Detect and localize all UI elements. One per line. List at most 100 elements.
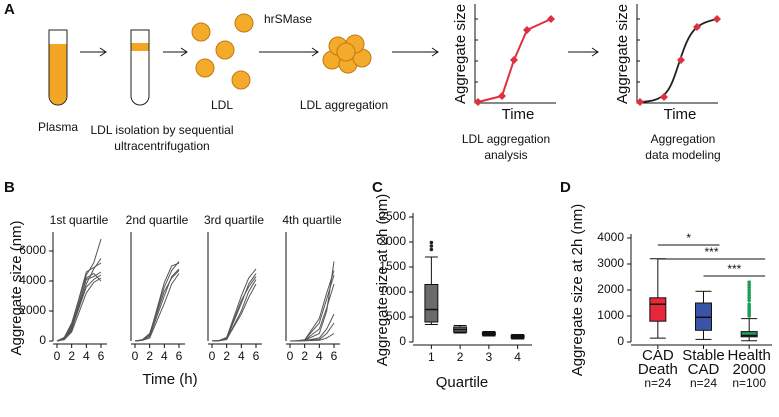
panel-label: C — [372, 179, 383, 196]
series-line — [56, 274, 102, 342]
significance-label: *** — [727, 262, 741, 276]
mini-ticks — [637, 18, 640, 83]
label: hrSMase — [264, 12, 312, 26]
series-line — [56, 262, 102, 342]
y-tick-label: 6000 — [19, 243, 46, 257]
mini-axes — [474, 4, 556, 104]
arrow — [80, 47, 107, 57]
x-tick-label: 0 — [287, 349, 294, 363]
outlier — [747, 296, 751, 300]
significance-label: * — [686, 231, 691, 245]
x-tick-label: 2 — [68, 349, 75, 363]
significance-label: *** — [704, 245, 718, 259]
x-tick-label: 6 — [331, 349, 338, 363]
box — [424, 284, 439, 323]
series-line — [211, 268, 257, 342]
y-tick-label: 2000 — [597, 282, 624, 296]
series-line — [211, 283, 257, 342]
mini-y-label: Aggregate size — [614, 4, 631, 104]
y-tick-label: 0 — [617, 334, 624, 348]
outlier — [747, 283, 751, 287]
outlier — [747, 288, 751, 292]
y-tick-label: 1000 — [597, 308, 624, 322]
x-tick-label: Death — [638, 361, 678, 378]
x-tick-label: 0 — [132, 349, 139, 363]
y-tick-label: 500 — [386, 309, 406, 323]
x-tick-label: 4 — [514, 350, 521, 364]
label: data modeling — [645, 148, 720, 162]
mini-axes — [636, 4, 718, 104]
y-tick-label: 0 — [399, 334, 406, 348]
outlier — [429, 247, 434, 252]
y-tick-label: 4000 — [19, 273, 46, 287]
y-axis-label: Aggregate size at 2h (nm) — [569, 204, 586, 377]
outlier — [747, 298, 751, 303]
arrow — [163, 47, 188, 57]
n-label: n=100 — [732, 376, 766, 390]
outlier — [429, 240, 434, 245]
series-line — [56, 277, 102, 342]
x-tick-label: 4 — [238, 349, 245, 363]
x-axis-label: Time (h) — [142, 371, 197, 388]
y-tick-label: 4000 — [597, 230, 624, 244]
y-axis-label: Aggregate size (nm) — [8, 220, 25, 355]
series-line — [211, 273, 257, 342]
ldl-aggregate — [322, 34, 372, 74]
x-tick-label: Health — [727, 347, 770, 364]
mini-x-label: Time — [664, 106, 697, 123]
label: LDL aggregation — [462, 132, 550, 146]
chart-title: 2nd quartile — [126, 213, 189, 227]
mini-x-label: Time — [502, 106, 535, 123]
chart-title: 1st quartile — [50, 213, 109, 227]
x-axis-label: Quartile — [436, 374, 489, 391]
x-tick-label: 4 — [161, 349, 168, 363]
series-line — [134, 262, 180, 342]
mini-ticks — [475, 18, 478, 83]
n-label: n=24 — [644, 376, 671, 390]
label: LDL aggregation — [300, 98, 388, 112]
ldl-band — [131, 43, 149, 51]
box — [649, 297, 667, 322]
panel-a: Plasma LDL isolation by sequential ultra… — [38, 4, 721, 162]
x-tick-label: 6 — [253, 349, 260, 363]
mini-points — [474, 15, 555, 106]
y-tick-label: 1000 — [379, 284, 406, 298]
mini-points — [636, 15, 721, 106]
x-tick-label: CAD — [688, 361, 720, 378]
outlier — [747, 285, 751, 290]
ldl-particles — [191, 13, 254, 90]
label: LDL isolation by sequential — [91, 123, 234, 137]
x-tick-label: 2000 — [732, 361, 765, 378]
x-tick-label: 2 — [301, 349, 308, 363]
y-tick-label: 2000 — [19, 303, 46, 317]
x-tick-label: 3 — [486, 350, 493, 364]
outlier — [747, 280, 751, 285]
x-tick-label: 1 — [428, 350, 435, 364]
panel-labels: A B C D — [4, 1, 571, 196]
outlier — [747, 302, 751, 307]
x-tick-label: 6 — [176, 349, 183, 363]
arrow — [392, 47, 439, 57]
plasma-fill — [49, 44, 67, 105]
series-line — [289, 333, 335, 342]
series-line — [211, 279, 257, 342]
n-label: n=24 — [690, 376, 717, 390]
x-tick-label: 6 — [98, 349, 105, 363]
x-tick-label: 2 — [146, 349, 153, 363]
label: Plasma — [38, 120, 78, 134]
chart-title: 3rd quartile — [204, 213, 264, 227]
label: analysis — [484, 148, 527, 162]
y-tick-label: 3000 — [597, 256, 624, 270]
x-tick-label: 4 — [83, 349, 90, 363]
panel-label: A — [4, 1, 15, 18]
x-tick-label: Stable — [682, 347, 725, 364]
x-tick-label: CAD — [642, 347, 674, 364]
panel-label: D — [560, 179, 571, 196]
x-tick-label: 0 — [54, 349, 61, 363]
series-line — [56, 238, 102, 342]
series-line — [134, 261, 180, 342]
tube — [130, 29, 150, 106]
series-line — [134, 270, 180, 342]
label: Aggregation — [651, 132, 716, 146]
